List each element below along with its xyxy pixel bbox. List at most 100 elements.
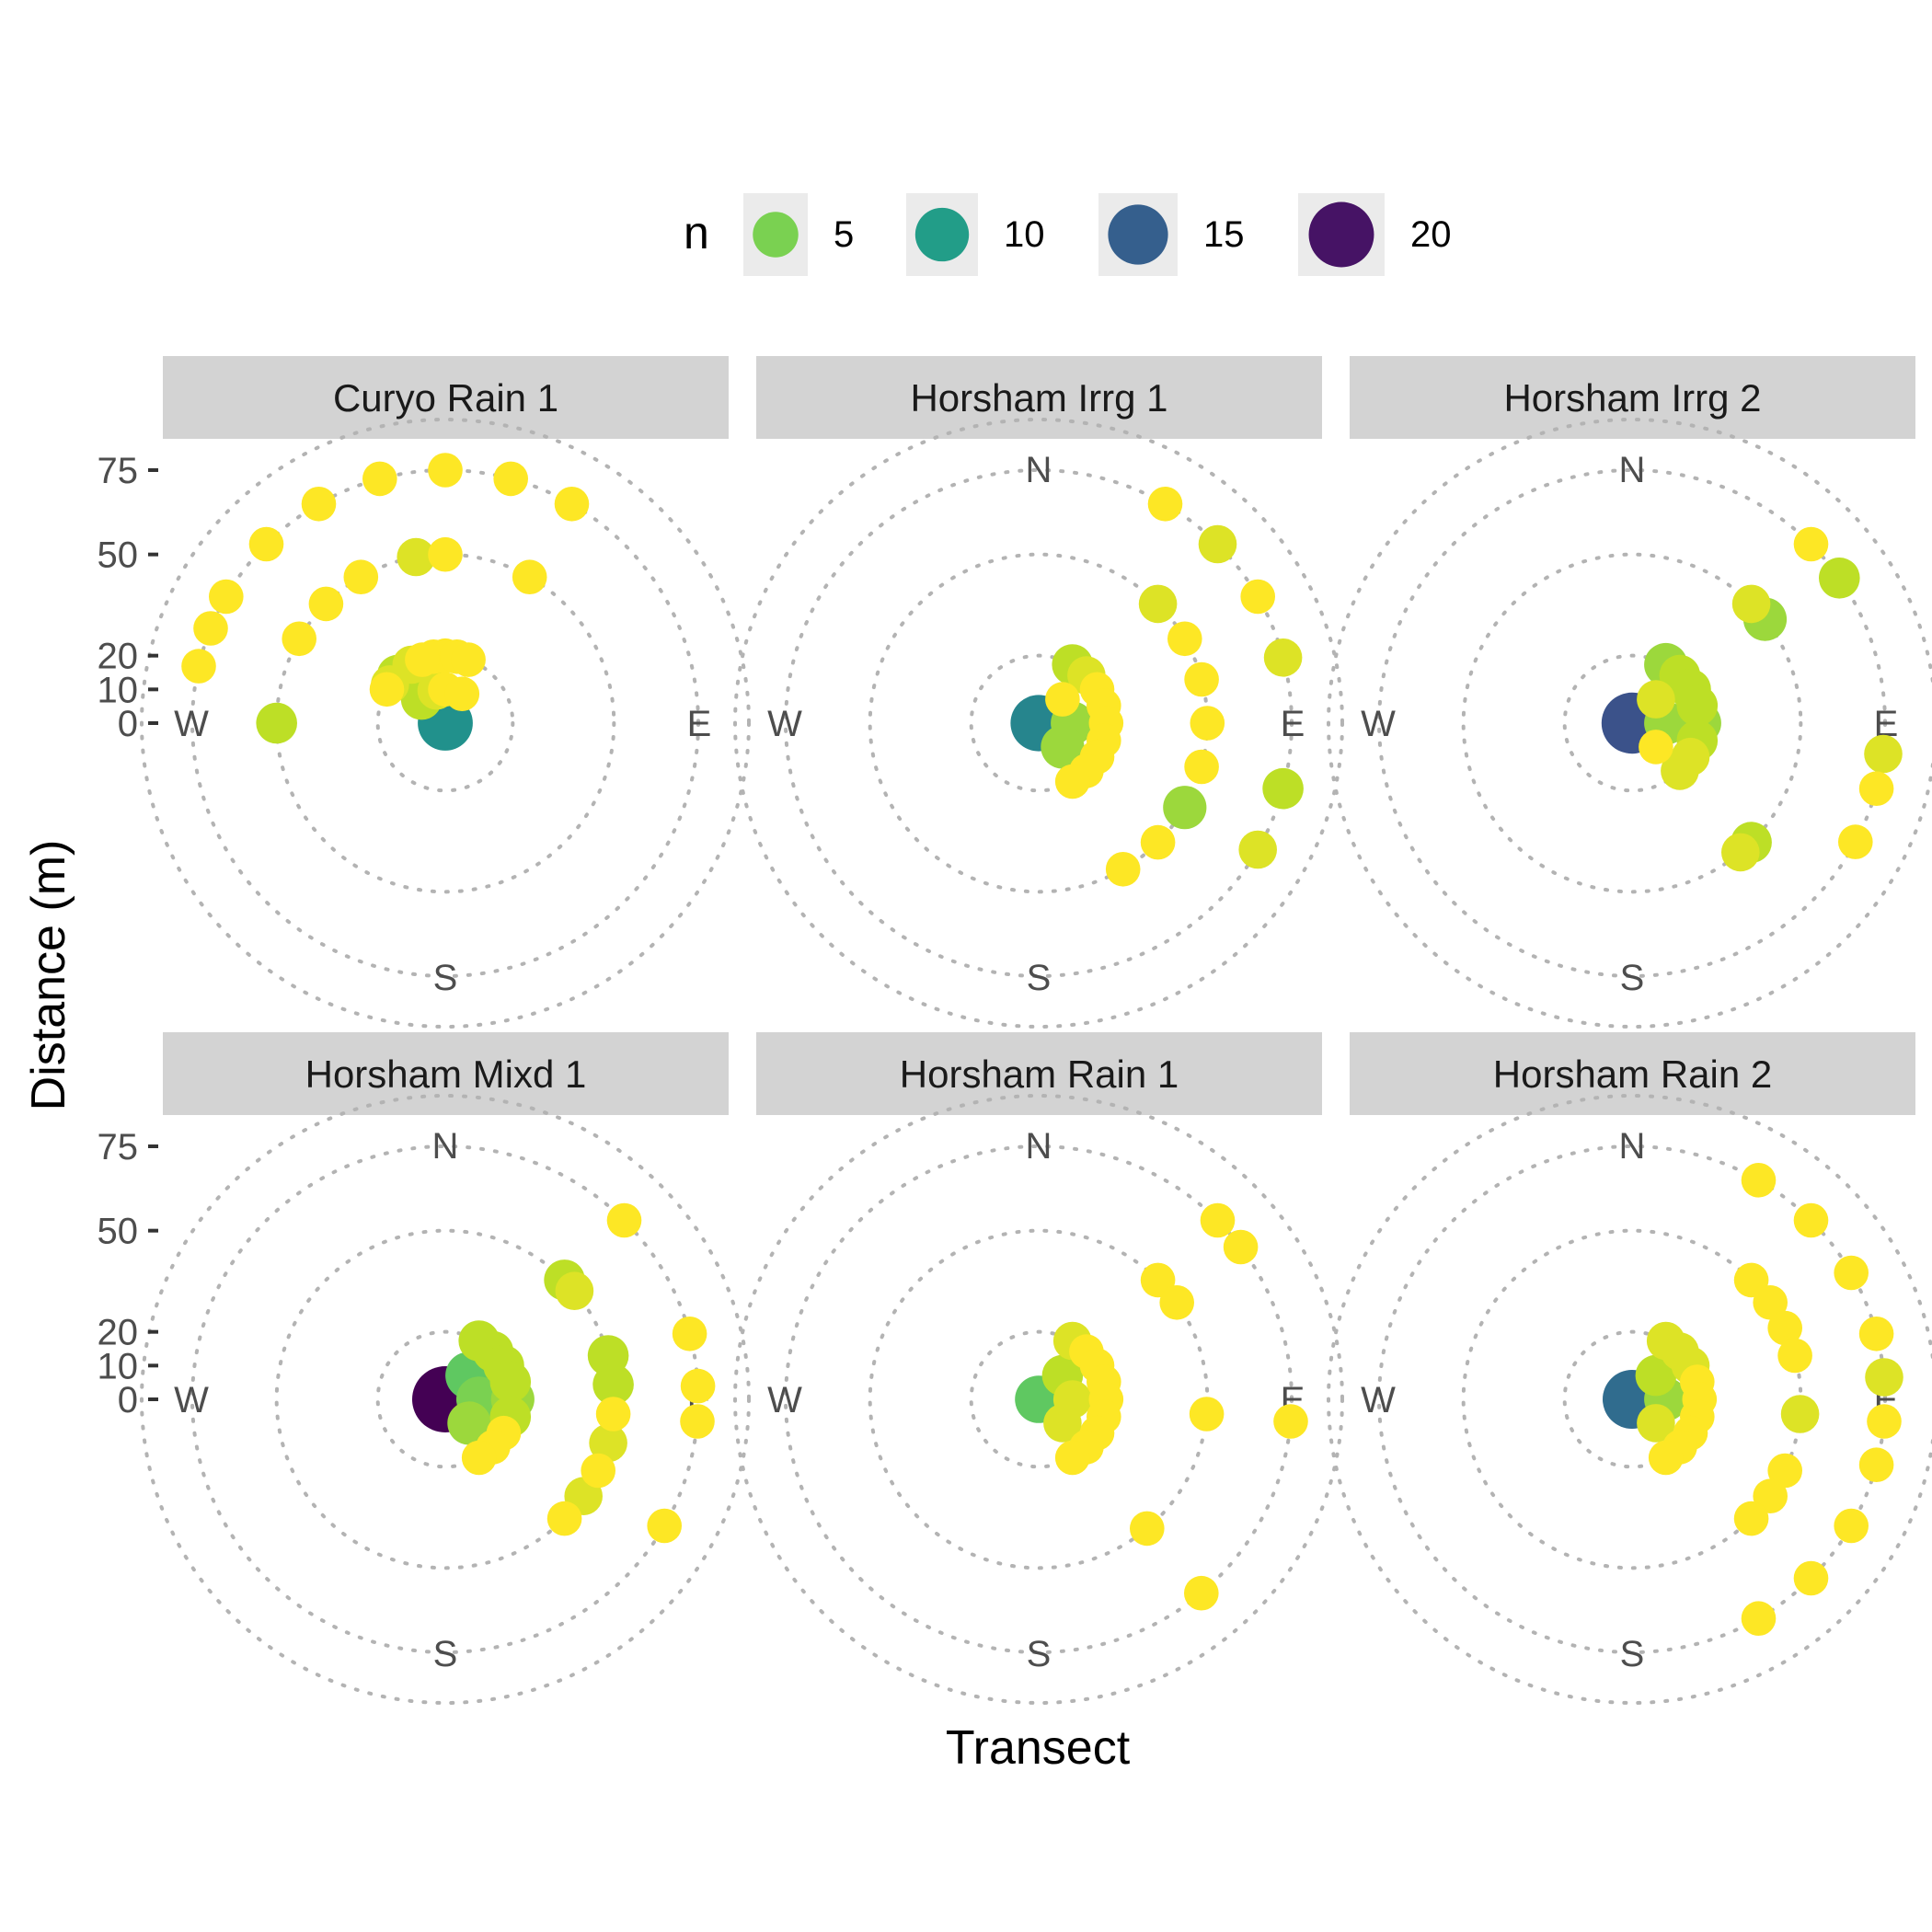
panel-2: Horsham Irrg 1 N E S W	[733, 356, 1344, 1029]
data-point	[1753, 1285, 1788, 1320]
grid-ring	[140, 1094, 751, 1705]
y-tick-label: 20	[98, 1313, 139, 1353]
data-point	[546, 1501, 582, 1536]
data-point	[1637, 680, 1675, 719]
data-point	[1777, 1338, 1812, 1374]
facet-strip	[1350, 356, 1915, 439]
data-point	[1865, 1358, 1903, 1397]
compass-label-W: W	[174, 1380, 209, 1420]
data-point	[589, 1423, 627, 1463]
facet-strip	[756, 356, 1322, 439]
facet-strip	[163, 356, 729, 439]
data-point	[1793, 1560, 1829, 1596]
data-point	[555, 1271, 594, 1310]
facet-strip-label: Horsham Mixd 1	[305, 1052, 587, 1096]
legend-entry-5: 5	[743, 193, 854, 276]
grid-ring	[1377, 468, 1887, 978]
facet-strip-label: Horsham Irrg 2	[1503, 376, 1761, 420]
data-point	[1054, 764, 1090, 799]
grid-ring	[190, 468, 700, 978]
compass-label-N: N	[1026, 1126, 1052, 1167]
data-point	[493, 461, 528, 497]
compass-label-W: W	[1361, 1380, 1396, 1420]
grid-ring	[1377, 1144, 1887, 1654]
data-point	[647, 1508, 682, 1544]
data-point	[451, 642, 486, 677]
data-point	[595, 1397, 631, 1432]
legend-label: 15	[1203, 214, 1245, 255]
y-tick-label: 20	[98, 637, 139, 677]
compass-label-S: S	[1620, 1634, 1645, 1674]
data-point	[1184, 749, 1219, 785]
data-point	[1858, 1317, 1894, 1351]
data-point	[405, 642, 440, 677]
compass-label-S: S	[1620, 958, 1645, 998]
panel-4: Horsham Mixd 1NESW010205075	[98, 1032, 751, 1705]
data-point	[1138, 584, 1178, 624]
facet-strip-label: Horsham Rain 2	[1493, 1052, 1772, 1096]
data-point	[397, 537, 436, 577]
data-point	[606, 1202, 642, 1238]
data-point	[1198, 524, 1237, 564]
data-point	[1793, 526, 1829, 562]
legend-key-dot	[1108, 204, 1168, 265]
legend-key-dot	[753, 212, 799, 258]
data-point	[447, 1401, 491, 1445]
facet-strip	[1350, 1032, 1915, 1115]
data-point	[282, 621, 317, 657]
data-point	[1819, 558, 1860, 599]
panel-1: Curyo Rain 1NESW010205075	[98, 356, 751, 1029]
data-point	[1767, 1453, 1802, 1489]
compass-label-E: E	[1281, 704, 1305, 744]
data-point	[1858, 1447, 1894, 1482]
data-point	[1223, 1229, 1259, 1265]
data-point	[1741, 1163, 1777, 1198]
legend-key-dot	[914, 207, 970, 262]
data-point	[1240, 579, 1275, 615]
compass-label-S: S	[1027, 1634, 1052, 1674]
data-point	[680, 1404, 715, 1439]
compass-label-E: E	[687, 704, 712, 744]
compass-label-S: S	[433, 1634, 458, 1674]
data-point	[1200, 1202, 1236, 1238]
data-point	[1273, 1404, 1308, 1439]
data-point	[1741, 1601, 1777, 1636]
compass-label-W: W	[174, 704, 209, 744]
data-point	[1041, 725, 1085, 769]
data-point	[512, 559, 547, 594]
data-point	[1780, 1395, 1820, 1433]
data-point	[1043, 1404, 1082, 1443]
compass-label-S: S	[433, 958, 458, 998]
legend: n 5 10 15 20	[684, 193, 1452, 276]
data-point	[1263, 638, 1303, 677]
data-point	[1140, 824, 1176, 860]
data-point	[362, 461, 397, 497]
y-tick-label: 0	[118, 704, 138, 744]
data-point	[1864, 734, 1903, 774]
data-point	[1834, 1508, 1869, 1544]
grid-ring	[733, 1094, 1344, 1705]
data-point	[1733, 1501, 1769, 1536]
facet-strip	[163, 1032, 729, 1115]
data-point	[301, 487, 337, 522]
grid-ring	[1461, 552, 1803, 894]
compass-label-N: N	[1619, 1126, 1646, 1167]
facet-panels: Curyo Rain 1NESW010205075Horsham Irrg 1N…	[98, 356, 1932, 1705]
data-point	[343, 559, 379, 594]
data-point	[428, 536, 463, 572]
compass-label-W: W	[767, 1380, 802, 1420]
data-point	[1167, 621, 1202, 657]
data-point	[1045, 682, 1080, 717]
data-point	[1637, 1404, 1675, 1443]
data-point	[1184, 661, 1219, 697]
grid-ring	[1327, 418, 1932, 1029]
data-point	[1238, 830, 1277, 869]
y-tick-label: 10	[98, 670, 139, 710]
data-point	[1105, 852, 1141, 887]
facet-strip-label: Curyo Rain 1	[333, 376, 558, 420]
legend-entry-15: 15	[1098, 193, 1245, 276]
data-point	[1867, 1404, 1902, 1439]
